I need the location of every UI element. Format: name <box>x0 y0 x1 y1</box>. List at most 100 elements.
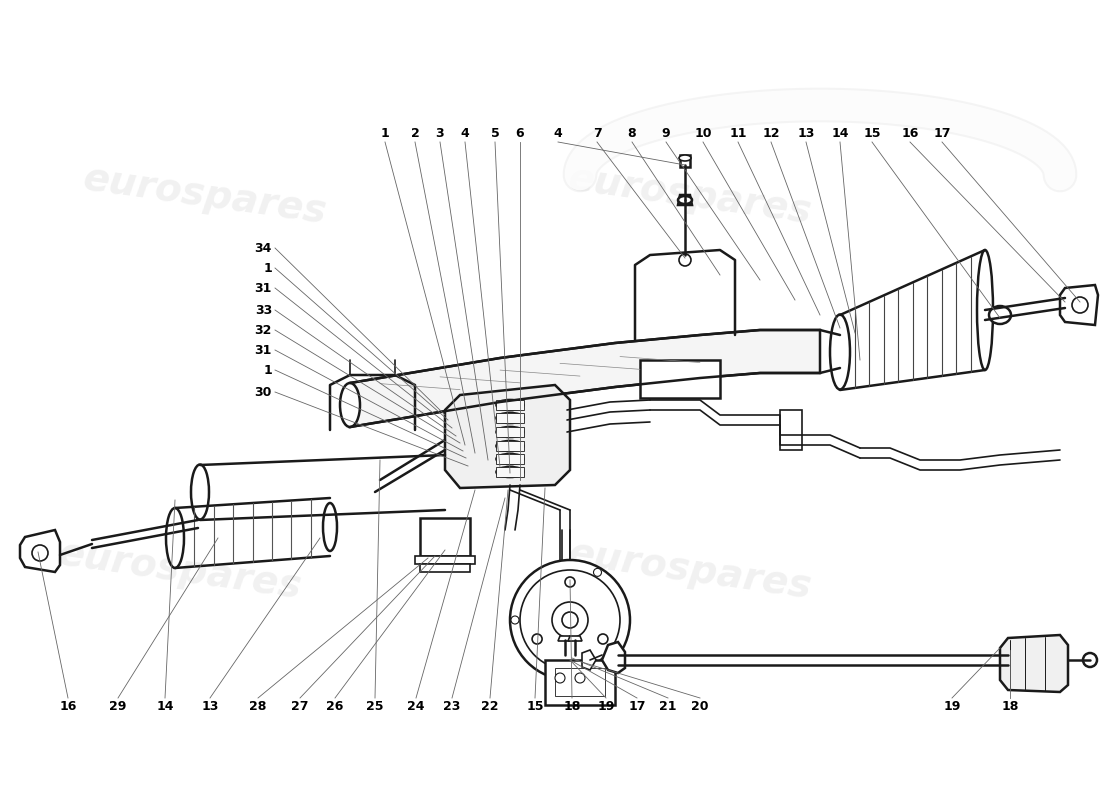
Text: 4: 4 <box>553 127 562 140</box>
Circle shape <box>679 254 691 266</box>
Polygon shape <box>582 650 596 670</box>
Text: 18: 18 <box>563 700 581 713</box>
Text: 25: 25 <box>366 700 384 713</box>
Circle shape <box>510 560 630 680</box>
Text: 27: 27 <box>292 700 309 713</box>
Text: 7: 7 <box>593 127 602 140</box>
Circle shape <box>556 673 565 683</box>
Circle shape <box>565 577 575 587</box>
Circle shape <box>532 634 542 644</box>
Ellipse shape <box>496 454 524 465</box>
Bar <box>415 556 475 564</box>
Bar <box>496 441 524 451</box>
Polygon shape <box>350 330 820 427</box>
Bar <box>496 427 524 437</box>
Bar <box>780 410 802 450</box>
Text: 13: 13 <box>798 127 815 140</box>
Text: eurospares: eurospares <box>565 159 814 231</box>
Circle shape <box>562 612 578 628</box>
Text: 2: 2 <box>410 127 419 140</box>
Text: 24: 24 <box>407 700 425 713</box>
Text: 11: 11 <box>729 127 747 140</box>
Circle shape <box>552 602 589 638</box>
Text: 18: 18 <box>1001 700 1019 713</box>
Text: 17: 17 <box>628 700 646 713</box>
Text: 1: 1 <box>263 363 272 377</box>
Text: 17: 17 <box>933 127 950 140</box>
Bar <box>544 660 615 705</box>
Text: 21: 21 <box>659 700 676 713</box>
Text: 30: 30 <box>254 386 272 398</box>
Ellipse shape <box>191 465 209 519</box>
Circle shape <box>594 568 602 576</box>
Text: 20: 20 <box>691 700 708 713</box>
Text: 31: 31 <box>254 282 272 294</box>
Text: 32: 32 <box>254 323 272 337</box>
Ellipse shape <box>323 503 337 551</box>
Ellipse shape <box>496 441 524 451</box>
Bar <box>420 518 470 556</box>
Ellipse shape <box>496 413 524 423</box>
Ellipse shape <box>679 155 691 161</box>
Text: 16: 16 <box>59 700 77 713</box>
Text: 28: 28 <box>250 700 266 713</box>
Bar <box>496 467 524 477</box>
Polygon shape <box>558 636 572 641</box>
Ellipse shape <box>678 196 692 204</box>
Text: 14: 14 <box>156 700 174 713</box>
Polygon shape <box>568 636 582 641</box>
Text: eurospares: eurospares <box>80 159 329 231</box>
Circle shape <box>512 616 519 624</box>
Bar <box>496 400 524 410</box>
Text: 6: 6 <box>516 127 525 140</box>
Text: 34: 34 <box>254 242 272 254</box>
Text: 1: 1 <box>381 127 389 140</box>
Bar <box>640 360 720 398</box>
Text: 1: 1 <box>263 262 272 274</box>
Text: 15: 15 <box>864 127 881 140</box>
Circle shape <box>1084 653 1097 667</box>
Polygon shape <box>1000 635 1068 692</box>
Bar <box>496 413 524 423</box>
Circle shape <box>594 664 602 672</box>
Bar <box>420 564 470 572</box>
Ellipse shape <box>989 306 1011 324</box>
Text: 23: 23 <box>443 700 461 713</box>
Text: 15: 15 <box>526 700 543 713</box>
Ellipse shape <box>496 426 524 438</box>
Circle shape <box>520 570 620 670</box>
Ellipse shape <box>830 314 850 390</box>
Text: 3: 3 <box>436 127 444 140</box>
Ellipse shape <box>340 383 360 427</box>
Polygon shape <box>1060 285 1098 325</box>
Text: eurospares: eurospares <box>56 534 305 606</box>
Circle shape <box>32 545 48 561</box>
Text: 29: 29 <box>109 700 126 713</box>
Polygon shape <box>446 385 570 488</box>
Polygon shape <box>20 530 60 572</box>
Text: 19: 19 <box>597 700 615 713</box>
Bar <box>556 668 605 696</box>
Circle shape <box>598 634 608 644</box>
Ellipse shape <box>977 250 993 370</box>
Text: 33: 33 <box>255 303 272 317</box>
Text: 8: 8 <box>628 127 636 140</box>
Polygon shape <box>602 642 625 673</box>
Bar <box>680 155 690 167</box>
Circle shape <box>1072 297 1088 313</box>
Text: 5: 5 <box>491 127 499 140</box>
Circle shape <box>575 673 585 683</box>
Text: 13: 13 <box>201 700 219 713</box>
Text: 9: 9 <box>662 127 670 140</box>
Text: 31: 31 <box>254 343 272 357</box>
Text: 14: 14 <box>832 127 849 140</box>
Text: 22: 22 <box>482 700 498 713</box>
Text: 26: 26 <box>327 700 343 713</box>
Ellipse shape <box>496 466 524 478</box>
Text: 19: 19 <box>944 700 960 713</box>
Text: 10: 10 <box>694 127 712 140</box>
Bar <box>496 454 524 464</box>
Ellipse shape <box>496 399 524 410</box>
Text: 12: 12 <box>762 127 780 140</box>
Text: 4: 4 <box>461 127 470 140</box>
